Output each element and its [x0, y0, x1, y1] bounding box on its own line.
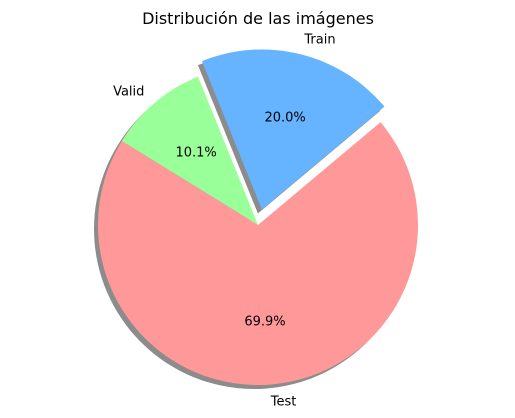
slice-pct-train: 20.0%	[264, 110, 305, 125]
pie-slice-train	[201, 49, 385, 210]
pie-slice-valid	[121, 76, 258, 226]
pie-slices	[98, 49, 419, 385]
pie-labels: Train 20.0% Valid 10.1% Test 69.9%	[113, 33, 336, 410]
slice-label-train: Train	[303, 33, 335, 48]
slice-pct-valid: 10.1%	[175, 146, 216, 161]
slice-pct-test: 69.9%	[244, 315, 285, 330]
pie-slice-test	[98, 122, 419, 385]
slice-label-test: Test	[270, 395, 297, 410]
chart-title: Distribución de las imágenes	[142, 9, 374, 28]
slice-label-valid: Valid	[113, 85, 144, 100]
